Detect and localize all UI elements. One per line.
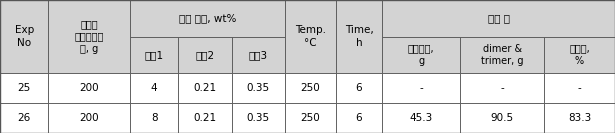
Text: 90.5: 90.5 (491, 113, 514, 123)
Bar (130, 73, 178, 103)
Bar (231, 103, 285, 133)
Bar (130, 103, 178, 133)
Bar (49, 73, 130, 103)
Bar (0, 73, 49, 103)
Text: -: - (419, 83, 423, 93)
Bar (0, 103, 49, 133)
Text: 0.35: 0.35 (247, 113, 270, 123)
Bar (544, 73, 615, 103)
Text: 지방산
메틸에스테
르, g: 지방산 메틸에스테 르, g (74, 19, 104, 54)
Text: 25: 25 (17, 83, 31, 93)
Bar (49, 103, 130, 133)
Text: 250: 250 (301, 83, 320, 93)
Bar (285, 73, 336, 103)
Text: 촉매 조성, wt%: 촉매 조성, wt% (179, 13, 236, 23)
Text: 촉매2: 촉매2 (196, 50, 215, 60)
Bar (382, 103, 460, 133)
Text: 200: 200 (79, 83, 99, 93)
Text: Time,
h: Time, h (344, 25, 373, 48)
Bar (178, 37, 231, 73)
Text: 6: 6 (355, 113, 362, 123)
Bar (130, 0, 285, 37)
Text: Temp.
°C: Temp. °C (295, 25, 326, 48)
Text: -: - (500, 83, 504, 93)
Text: 6: 6 (355, 83, 362, 93)
Bar (382, 37, 460, 73)
Bar (231, 37, 285, 73)
Text: 83.3: 83.3 (568, 113, 591, 123)
Text: 45.3: 45.3 (410, 113, 433, 123)
Text: 26: 26 (17, 113, 31, 123)
Bar (336, 0, 382, 73)
Text: 0.35: 0.35 (247, 83, 270, 93)
Bar (460, 73, 544, 103)
Bar (178, 103, 231, 133)
Bar (460, 103, 544, 133)
Text: 촉매3: 촉매3 (248, 50, 268, 60)
Text: 증류 후: 증류 후 (488, 13, 510, 23)
Text: Exp
No: Exp No (15, 25, 34, 48)
Text: dimer &
trimer, g: dimer & trimer, g (481, 44, 523, 66)
Bar (0, 0, 49, 73)
Text: -: - (577, 83, 581, 93)
Bar (130, 37, 178, 73)
Bar (336, 103, 382, 133)
Bar (544, 103, 615, 133)
Bar (382, 73, 460, 103)
Bar (382, 0, 615, 37)
Text: 250: 250 (301, 113, 320, 123)
Text: 4: 4 (151, 83, 157, 93)
Text: 0.21: 0.21 (193, 83, 216, 93)
Text: 200: 200 (79, 113, 99, 123)
Bar (285, 103, 336, 133)
Text: 0.21: 0.21 (193, 113, 216, 123)
Text: 촉매1: 촉매1 (145, 50, 164, 60)
Bar (460, 37, 544, 73)
Bar (178, 73, 231, 103)
Text: 8: 8 (151, 113, 157, 123)
Bar (336, 73, 382, 103)
Text: 전환율,
%: 전환율, % (569, 44, 590, 66)
Bar (544, 37, 615, 73)
Bar (49, 0, 130, 73)
Bar (285, 0, 336, 73)
Text: 미반응물,
g: 미반응물, g (408, 44, 434, 66)
Bar (231, 73, 285, 103)
